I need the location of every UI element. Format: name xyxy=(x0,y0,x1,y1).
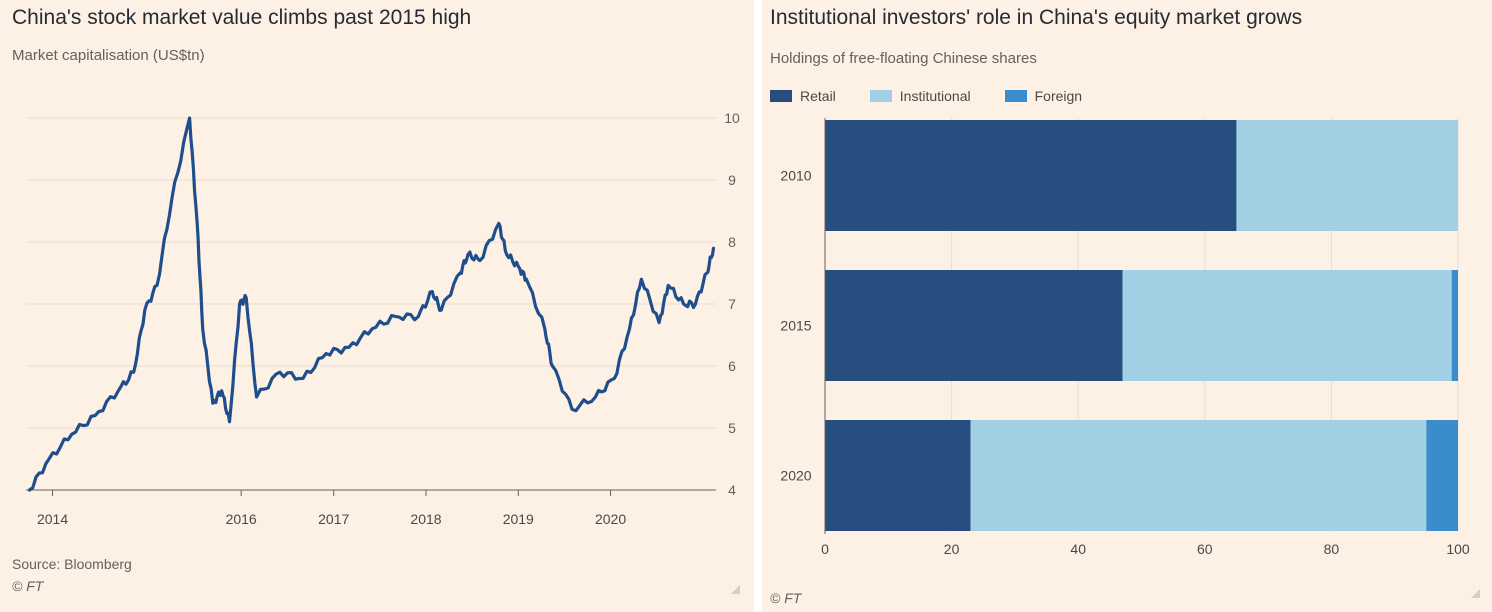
legend-label-institutional: Institutional xyxy=(899,88,971,104)
legend-swatch-retail xyxy=(770,90,792,102)
bar-segment-foreign xyxy=(1426,420,1458,531)
bar-segment-institutional xyxy=(1122,270,1452,381)
y-tick-label: 10 xyxy=(724,110,740,126)
legend-item-foreign: Foreign xyxy=(1004,88,1083,104)
x-tick-label: 2019 xyxy=(503,511,534,527)
x-tick-label: 100 xyxy=(1446,541,1470,557)
x-tick-label: 40 xyxy=(1070,541,1086,557)
line-chart-svg: 4 5 6 7 8 9 10 2014 2016 2017 2018 2019 2020 xyxy=(26,110,740,527)
x-tick-label: 2017 xyxy=(318,511,349,527)
bar-segment-institutional xyxy=(1236,120,1458,231)
y-tick-label: 7 xyxy=(728,296,736,312)
chart-subtitle: Market capitalisation (US$tn) xyxy=(12,47,205,64)
bar-segment-retail xyxy=(825,270,1123,381)
y-tick-label: 5 xyxy=(728,420,736,436)
source-note: Source: Bloomberg xyxy=(12,556,132,572)
legend-item-institutional: Institutional xyxy=(869,88,971,104)
y-tick-label: 9 xyxy=(728,172,736,188)
copyright-note: © FT xyxy=(12,578,44,594)
x-tick-label: 2014 xyxy=(37,511,68,527)
bar-segment-foreign xyxy=(1451,270,1458,381)
x-tick-label: 2020 xyxy=(595,511,626,527)
bar-segment-institutional xyxy=(970,420,1427,531)
legend-label-retail: Retail xyxy=(800,88,836,104)
bar-segment-retail xyxy=(825,420,971,531)
x-tick-label: 2018 xyxy=(410,511,441,527)
x-tick-label: 2016 xyxy=(226,511,257,527)
legend-swatch-institutional xyxy=(869,90,892,102)
x-tick-label: 80 xyxy=(1324,541,1340,557)
market-cap-chart-panel: China's stock market value climbs past 2… xyxy=(0,0,754,612)
y-tick-label: 4 xyxy=(728,482,736,498)
y-tick-label: 8 xyxy=(728,234,736,250)
y-category-label: 2020 xyxy=(780,468,811,484)
x-tick-label: 20 xyxy=(944,541,960,557)
chart-title: Institutional investors' role in China's… xyxy=(770,6,1303,29)
y-category-label: 2015 xyxy=(780,318,811,334)
resize-corner-icon xyxy=(1471,589,1480,598)
resize-corner-icon xyxy=(731,585,740,594)
chart-title: China's stock market value climbs past 2… xyxy=(12,6,472,29)
y-tick-label: 6 xyxy=(728,358,736,374)
bar-chart-svg: 0 20 40 60 80 100 2010 2015 2020 xyxy=(780,118,1470,557)
copyright-note: © FT xyxy=(770,590,802,606)
x-tick-label: 0 xyxy=(821,541,829,557)
y-category-label: 2010 xyxy=(780,168,811,184)
bar-segment-retail xyxy=(825,120,1237,231)
x-tick-label: 60 xyxy=(1197,541,1213,557)
legend-swatch-foreign xyxy=(1004,90,1027,102)
legend-label-foreign: Foreign xyxy=(1034,88,1083,104)
holdings-chart-panel: Institutional investors' role in China's… xyxy=(762,0,1492,612)
legend-item-retail: Retail xyxy=(770,88,836,104)
chart-legend: Retail Institutional Foreign xyxy=(770,88,1116,104)
market-cap-line xyxy=(27,116,716,492)
chart-subtitle: Holdings of free-floating Chinese shares xyxy=(770,50,1037,67)
